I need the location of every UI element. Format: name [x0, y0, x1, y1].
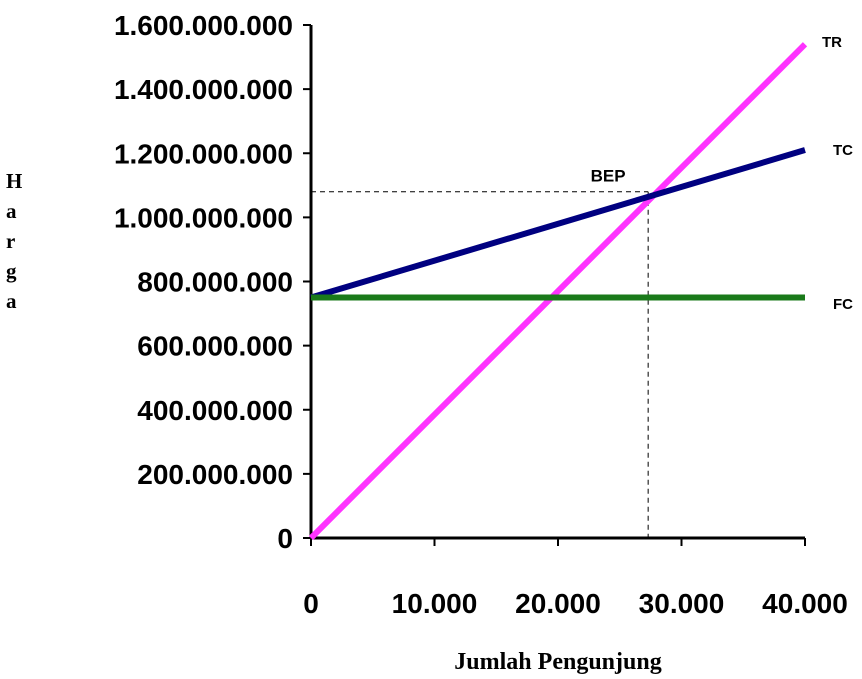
series-label-fc: FC	[833, 296, 853, 313]
bep-label: BEP	[591, 167, 626, 186]
y-tick-label: 600.000.000	[137, 331, 293, 362]
series-lines	[308, 42, 808, 541]
x-ticks: 0 10.000 20.000 30.000 40.000	[303, 538, 848, 619]
y-tick-label: 1.400.000.000	[114, 74, 293, 105]
y-tick-label: 1.600.000.000	[114, 10, 293, 41]
series-labels: TR TC FC	[822, 34, 853, 313]
y-tick-label: 800.000.000	[137, 267, 293, 298]
y-axis-title-char: a	[6, 199, 17, 223]
y-ticks: 0 200.000.000 400.000.000 600.000.000 800.00…	[114, 10, 311, 554]
y-axis-title-char: H	[6, 169, 22, 193]
series-label-tr: TR	[822, 34, 842, 51]
x-axis-title: Jumlah Pengunjung	[454, 649, 661, 675]
y-tick-label: 1.200.000.000	[114, 138, 293, 169]
y-tick-label: 0	[277, 523, 293, 554]
x-tick-label: 20.000	[515, 588, 601, 619]
y-tick-label: 200.000.000	[137, 459, 293, 490]
x-tick-label: 30.000	[639, 588, 725, 619]
x-tick-label: 40.000	[762, 588, 848, 619]
series-line-tr	[308, 42, 808, 541]
y-tick-label: 1.000.000.000	[114, 202, 293, 233]
y-axis-title-char: a	[6, 289, 17, 313]
y-tick-label: 400.000.000	[137, 395, 293, 426]
series-label-tc: TC	[833, 142, 853, 159]
x-tick-label: 0	[303, 588, 319, 619]
y-axis-title-char: r	[6, 229, 15, 253]
y-axis-title-char: g	[6, 259, 17, 283]
x-tick-label: 10.000	[392, 588, 478, 619]
series-line-tc	[310, 147, 806, 301]
